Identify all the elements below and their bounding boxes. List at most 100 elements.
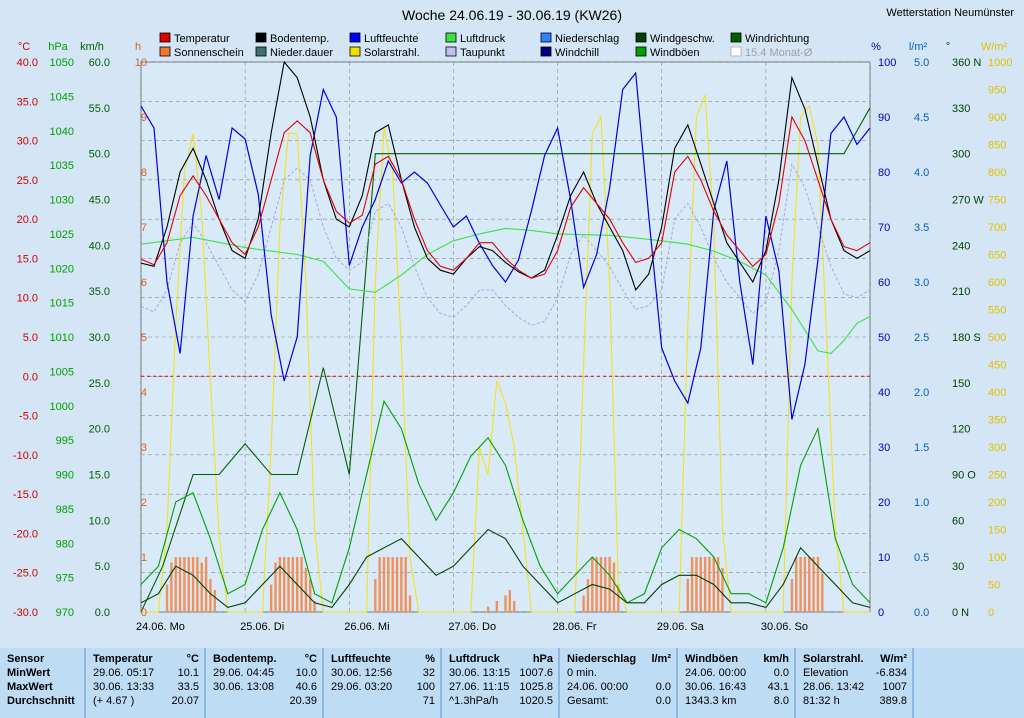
legend-swatch xyxy=(255,32,267,43)
stats-header-unit: l/m² xyxy=(651,653,671,665)
stats-header: Windböen km/h xyxy=(685,652,789,666)
pressure-axis-tick: 1050 xyxy=(50,57,74,69)
solar-axis-tick: 950 xyxy=(988,85,1006,97)
stats-column: Bodentemp. °C 29.06. 04:45 10.0 30.06. 13:08… xyxy=(206,648,324,718)
sunshine-bar xyxy=(309,579,312,612)
stats-cell-label: ^1.3hPa/h xyxy=(449,695,499,707)
sunshine-bar xyxy=(690,557,694,612)
solar-line xyxy=(141,94,870,613)
stats-cell-value: 10.1 xyxy=(177,667,199,679)
pressure-axis-tick: 980 xyxy=(56,538,74,550)
rain-axis-tick: 3.0 xyxy=(914,277,929,289)
sunshine-bar xyxy=(699,557,702,612)
stats-cell: 0 min. xyxy=(567,666,671,680)
wind-axis-tick: 40.0 xyxy=(89,240,110,252)
sunshine-bar xyxy=(400,557,403,612)
sunshine-bar xyxy=(790,579,794,612)
stats-cell-label: (+ 4.67 ) xyxy=(93,695,135,707)
stats-cell-label: 81:32 h xyxy=(803,695,840,707)
stats-cell: 1343.3 km 8.0 xyxy=(685,694,789,708)
stats-header-name: Luftfeuchte xyxy=(331,653,391,665)
humidity-axis-tick: 0 xyxy=(878,607,884,619)
stats-cell: 81:32 h 389.8 xyxy=(803,694,907,708)
sunshine-axis-tick: 9 xyxy=(141,112,147,124)
stats-cell: Elevation -6.834 xyxy=(803,666,907,680)
legend-label: Sonnenschein xyxy=(174,47,244,59)
legend-swatch xyxy=(349,46,361,57)
stats-table: Sensor MinWert MaxWert Durchschnitt Temp… xyxy=(0,648,1024,718)
sunshine-bar xyxy=(608,557,611,612)
sunshine-bar xyxy=(408,595,412,612)
solar-axis-tick: 650 xyxy=(988,250,1006,262)
chart-title: Woche 24.06.19 - 30.06.19 (KW26) xyxy=(402,7,622,23)
stats-cell: Gesamt: 0.0 xyxy=(567,694,671,708)
stats-header-name: Bodentemp. xyxy=(213,653,277,665)
sunshine-axis-tick: 3 xyxy=(141,442,147,454)
temp-axis-tick: 40.0 xyxy=(17,57,38,69)
pressure-axis-tick: 1000 xyxy=(50,401,74,413)
legend-label: Windchill xyxy=(555,47,599,59)
pressure-axis-tick: 990 xyxy=(56,470,74,482)
stats-header: Temperatur °C xyxy=(93,652,199,666)
stats-header-name: Temperatur xyxy=(93,653,153,665)
pressure-axis-tick: 975 xyxy=(56,573,74,585)
direction-axis-tick: 150 xyxy=(952,378,970,390)
humidity-axis-tick: 50 xyxy=(878,332,890,344)
sunshine-bar xyxy=(200,562,203,612)
sunshine-bar xyxy=(269,584,273,612)
sunshine-bar xyxy=(799,557,802,612)
direction-axis-tick: 0 N xyxy=(952,607,969,619)
wind-axis-tick: 45.0 xyxy=(89,195,110,207)
stats-cell: (+ 4.67 ) 20.07 xyxy=(93,694,199,708)
legend-swatch xyxy=(540,32,552,43)
sunshine-bar xyxy=(795,557,798,612)
legend-label: Windgeschw. xyxy=(650,33,715,45)
sunshine-axis-tick: 1 xyxy=(141,552,147,564)
sunshine-bar xyxy=(165,584,169,612)
sunshine-bar xyxy=(213,590,216,612)
label-sensor: Sensor xyxy=(7,653,45,665)
stats-cell-label: 24.06. 00:00 xyxy=(685,667,747,679)
stats-cell-value: 20.07 xyxy=(171,695,199,707)
wind-axis-tick: 30.0 xyxy=(89,332,110,344)
stats-cell-label: 30.06. 13:08 xyxy=(213,681,275,693)
wind-axis-tick: 15.0 xyxy=(89,470,110,482)
solar-axis-tick: 550 xyxy=(988,305,1006,317)
sunshine-bar xyxy=(274,562,277,612)
pressure-axis-tick: 1025 xyxy=(50,229,74,241)
wind-axis-tick: 60.0 xyxy=(89,57,110,69)
stats-column: Solarstrahl. W/m² Elevation -6.834 28.06. 13… xyxy=(796,648,914,718)
legend-label: Niederschlag xyxy=(555,33,619,45)
solar-axis-tick: 50 xyxy=(988,580,1000,592)
stats-cell-label: Elevation xyxy=(803,667,849,679)
stats-cell-label: 0 min. xyxy=(567,667,597,679)
wind-direction-line xyxy=(140,107,871,613)
direction-axis-tick: 300 xyxy=(952,149,970,161)
solar-axis-tick: 350 xyxy=(988,415,1006,427)
legend-label: 15.4 Monat-Ø xyxy=(745,47,813,59)
stats-cell: 24.06. 00:00 0.0 xyxy=(567,680,671,694)
wind-axis-tick: 0.0 xyxy=(95,607,110,619)
label-min: MinWert xyxy=(7,667,51,679)
direction-axis-tick: 90 O xyxy=(952,470,976,482)
pressure-axis-tick: 1045 xyxy=(50,91,74,103)
stats-cell-value: 1025.8 xyxy=(519,681,553,693)
temp-axis-tick: 30.0 xyxy=(17,136,38,148)
rain-axis-unit: l/m² xyxy=(909,41,928,53)
sunshine-axis-tick: 5 xyxy=(141,332,147,344)
x-tick: 27.06. Do xyxy=(448,621,496,633)
solar-axis-tick: 100 xyxy=(988,552,1006,564)
legend-swatch xyxy=(349,32,361,43)
stats-cell-value: 0.0 xyxy=(655,681,671,693)
solar-axis-tick: 400 xyxy=(988,387,1006,399)
legend-swatch xyxy=(159,46,171,57)
stats-header: Bodentemp. °C xyxy=(213,652,317,666)
stats-cell-label: 30.06. 13:33 xyxy=(93,681,155,693)
stats-cell-label: 1343.3 km xyxy=(685,695,737,707)
sunshine-bar xyxy=(803,557,807,612)
temp-axis-tick: 5.0 xyxy=(23,332,38,344)
legend-swatch xyxy=(159,32,171,43)
sunshine-bars xyxy=(165,557,824,612)
sunshine-axis-tick: 10 xyxy=(135,57,147,69)
stats-cell-label: 29.06. 05:17 xyxy=(93,667,155,679)
